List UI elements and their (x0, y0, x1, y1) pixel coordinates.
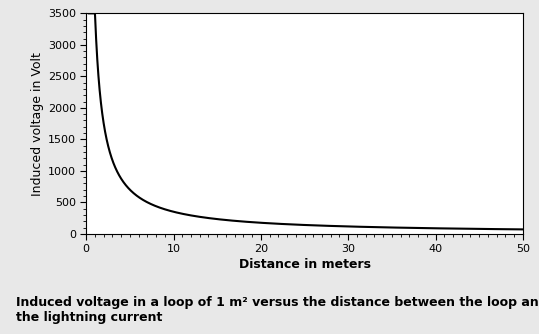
Text: Induced voltage in a loop of 1 m² versus the distance between the loop and
the l: Induced voltage in a loop of 1 m² versus… (16, 296, 539, 324)
Y-axis label: Induced voltage in Volt: Induced voltage in Volt (31, 52, 44, 195)
X-axis label: Distance in meters: Distance in meters (239, 259, 370, 272)
